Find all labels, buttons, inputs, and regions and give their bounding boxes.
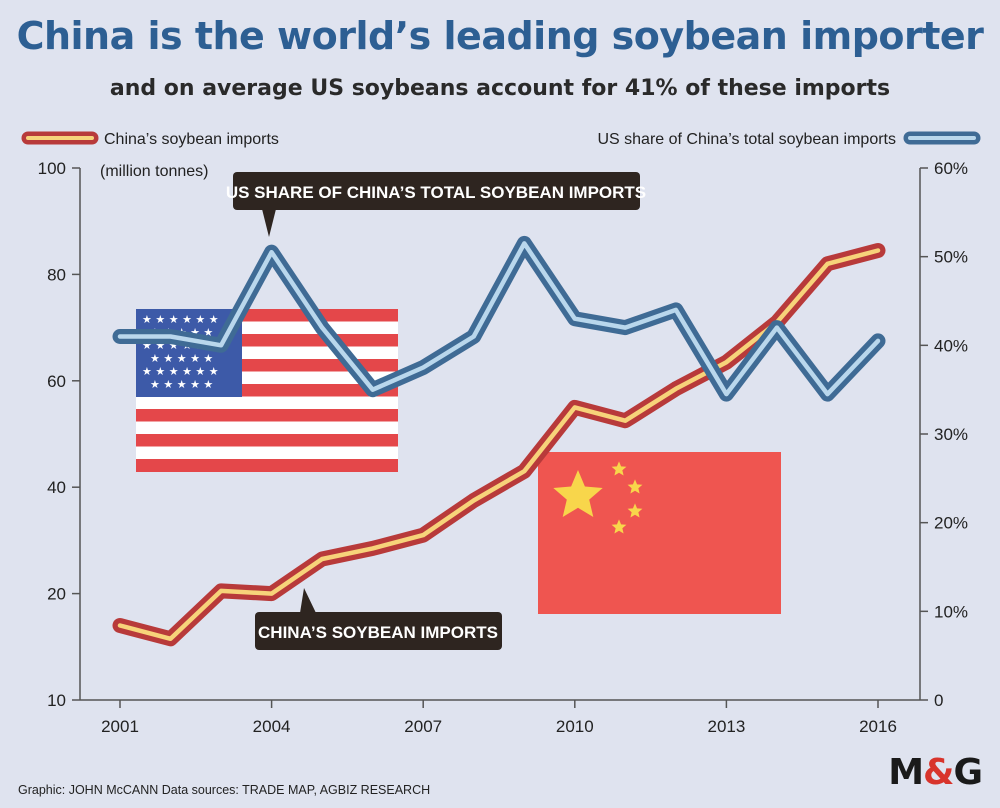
svg-text:★ ★ ★ ★ ★: ★ ★ ★ ★ ★ [150,378,213,391]
share-line [117,241,881,397]
x-tick-label: 2001 [101,717,139,736]
left-axis-unit: (million tonnes) [100,163,208,180]
series-us-share [112,235,886,402]
x-tick-label: 2010 [556,717,594,736]
footer-credits: Graphic: JOHN McCANN Data sources: TRADE… [18,783,431,797]
x-axis-ticks: 2001 2004 2007 2010 2013 2016 [101,700,897,736]
right-tick-label: 20% [934,514,968,533]
legend: China’s soybean imports US share of Chin… [21,131,981,148]
legend-imports-label: China’s soybean imports [104,131,279,148]
callout-china-imports-label: CHINA’S SOYBEAN IMPORTS [258,623,498,642]
legend-share-label: US share of China’s total soybean import… [597,131,896,148]
callout-us-share-label: US SHARE OF CHINA’S TOTAL SOYBEAN IMPORT… [226,183,646,202]
svg-text:★ ★ ★ ★ ★ ★: ★ ★ ★ ★ ★ ★ [142,365,219,378]
right-tick-label: 0 [934,691,943,710]
x-tick-label: 2016 [859,717,897,736]
callout-china-imports: CHINA’S SOYBEAN IMPORTS [255,588,502,650]
page-title: China is the world’s leading soybean imp… [16,14,984,58]
right-tick-label: 30% [934,425,968,444]
china-flag-image [538,452,781,614]
left-tick-label: 40 [47,478,66,497]
svg-text:★ ★ ★ ★ ★ ★: ★ ★ ★ ★ ★ ★ [142,313,219,326]
left-tick-label: 80 [47,265,66,284]
series-china-imports [112,243,886,647]
left-axis-ticks: 10 20 40 60 80 100 [38,159,80,710]
left-tick-label: 20 [47,585,66,604]
x-tick-label: 2007 [404,717,442,736]
callout-us-share: US SHARE OF CHINA’S TOTAL SOYBEAN IMPORT… [226,172,646,237]
right-tick-label: 10% [934,602,968,621]
right-axis-ticks: 0 10% 20% 30% 40% 50% 60% [920,159,968,710]
left-tick-label: 10 [47,691,66,710]
imports-line [117,248,881,642]
x-tick-label: 2013 [707,717,745,736]
right-tick-label: 50% [934,248,968,267]
right-tick-label: 40% [934,336,968,355]
right-tick-label: 60% [934,159,968,178]
x-tick-label: 2004 [253,717,291,736]
left-tick-label: 100 [38,159,66,178]
left-tick-label: 60 [47,372,66,391]
mg-logo: M&G [888,752,983,793]
svg-text:★ ★ ★ ★ ★: ★ ★ ★ ★ ★ [150,352,213,365]
page-subtitle: and on average US soybeans account for 4… [109,76,891,101]
